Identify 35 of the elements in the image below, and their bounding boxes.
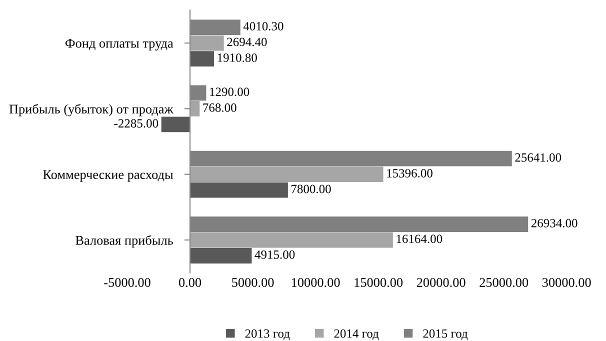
data-label: 1290.00	[210, 88, 250, 96]
y-tick-label: Прибыль (убыток) от продаж	[9, 104, 174, 116]
bar	[190, 100, 200, 116]
bar	[190, 248, 252, 264]
bar	[190, 35, 224, 51]
legend-label: 2013 год	[245, 329, 290, 340]
data-label: 4915.00	[254, 250, 295, 259]
x-tick-label: 20000.00	[416, 278, 466, 288]
bar	[190, 166, 384, 182]
data-label: 26934.00	[531, 218, 578, 228]
x-tick-label: -5000.00	[104, 278, 150, 288]
bar	[161, 116, 190, 132]
data-label: 7800.00	[292, 184, 331, 194]
legend-label: 2015 год	[423, 329, 468, 340]
x-tick-label: 5000.00	[232, 278, 274, 288]
x-tick-label: 25000.00	[480, 278, 528, 288]
data-label: 1910.80	[218, 54, 257, 62]
x-tick-label: 15000.00	[354, 278, 403, 288]
data-label: 15396.00	[387, 169, 432, 178]
data-label: -2285.00	[114, 119, 158, 128]
bar	[190, 232, 393, 248]
x-tick-label: 10000.00	[292, 278, 340, 288]
x-tick-label: 0.00	[178, 278, 202, 288]
y-tick-label: Фонд оплаты труда	[65, 38, 174, 50]
data-label: 768.00	[203, 103, 236, 112]
data-label: 4010.30	[243, 22, 284, 30]
bar	[190, 182, 288, 198]
data-label: 2694.40	[227, 38, 267, 46]
x-tick-label: 30000.00	[542, 278, 591, 288]
data-label: 16164.00	[396, 234, 442, 244]
legend-label: 2014 год	[334, 329, 379, 340]
data-label: 25641.00	[515, 153, 562, 162]
y-tick-label: Коммерческие расходы	[43, 170, 174, 182]
y-tick-label: Валовая прибыль	[76, 235, 173, 248]
bar	[190, 51, 214, 67]
